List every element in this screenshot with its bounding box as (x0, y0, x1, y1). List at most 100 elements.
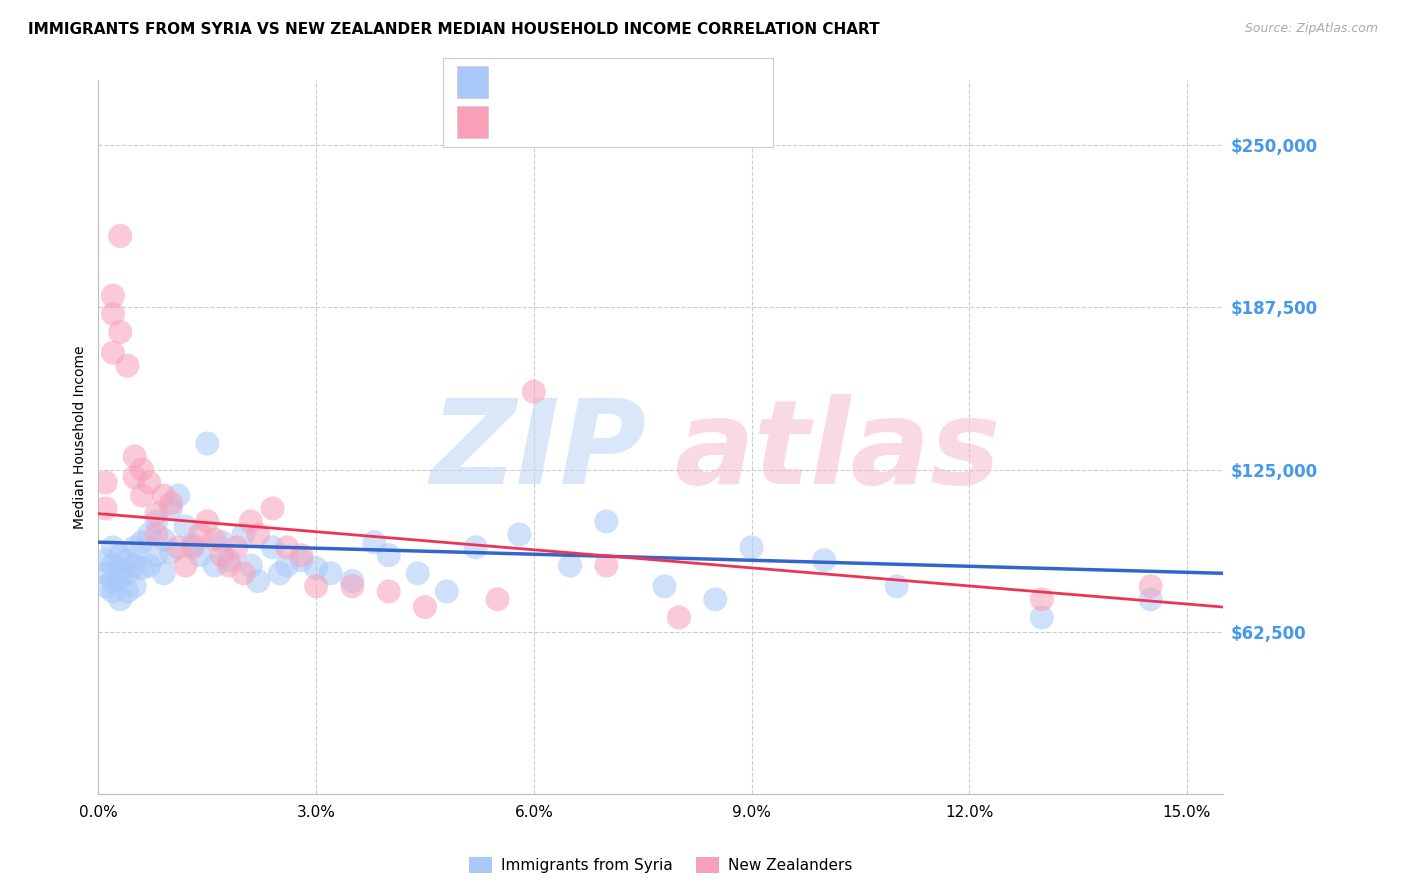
Point (124, 558, 146, 573)
Point (276, 558, 298, 573)
Point (124, 470, 146, 484)
Point (138, 558, 160, 573)
Point (595, 558, 617, 573)
Point (218, 558, 240, 573)
Point (101, 574, 124, 588)
Point (131, 462, 153, 476)
Point (188, 527, 211, 541)
Text: 42: 42 (685, 115, 706, 129)
Point (558, 558, 581, 573)
Point (145, 507, 167, 521)
Point (124, 450, 146, 464)
Point (204, 533, 226, 547)
Point (1031, 610, 1053, 624)
Point (247, 574, 270, 588)
Point (211, 535, 233, 549)
Point (174, 558, 197, 573)
Point (291, 553, 314, 567)
Point (654, 579, 676, 593)
Point (232, 527, 254, 541)
Point (363, 535, 385, 549)
Point (269, 566, 291, 581)
Point (262, 541, 284, 555)
Point (195, 436, 218, 450)
Text: N =: N = (636, 115, 679, 129)
Text: IMMIGRANTS FROM SYRIA VS NEW ZEALANDER MEDIAN HOUSEHOLD INCOME CORRELATION CHART: IMMIGRANTS FROM SYRIA VS NEW ZEALANDER M… (28, 22, 880, 37)
Point (94, 475, 117, 490)
Point (108, 561, 131, 575)
Point (211, 548, 233, 562)
Point (305, 561, 328, 575)
Point (247, 527, 270, 541)
Point (188, 548, 211, 562)
Text: Source: ZipAtlas.com: Source: ZipAtlas.com (1244, 22, 1378, 36)
Point (94, 501, 117, 516)
Point (406, 566, 429, 581)
Point (342, 579, 364, 593)
Point (741, 541, 763, 555)
Point (117, 359, 139, 373)
Text: -0.093: -0.093 (548, 75, 603, 89)
Point (152, 488, 174, 502)
Point (138, 475, 160, 490)
Point (101, 288, 124, 302)
Point (94, 553, 117, 567)
Point (117, 584, 139, 599)
Point (218, 553, 240, 567)
Point (101, 345, 124, 359)
Point (1031, 592, 1053, 607)
Point (668, 610, 690, 624)
Point (124, 579, 146, 593)
Point (225, 541, 247, 555)
Point (204, 558, 226, 573)
Point (508, 527, 530, 541)
Point (131, 535, 153, 549)
Point (239, 515, 262, 529)
Text: R =: R = (502, 115, 536, 129)
Point (131, 488, 153, 502)
Text: 59: 59 (685, 75, 706, 89)
Point (124, 541, 146, 555)
Point (276, 541, 298, 555)
Text: R =: R = (502, 75, 536, 89)
Point (342, 574, 364, 588)
Point (108, 572, 131, 586)
Point (101, 558, 124, 573)
Point (101, 541, 124, 555)
Point (319, 566, 342, 581)
Point (160, 496, 183, 510)
Point (108, 548, 131, 562)
Point (239, 558, 262, 573)
Point (195, 515, 218, 529)
Point (305, 579, 328, 593)
Point (131, 561, 153, 575)
Point (101, 584, 124, 599)
Point (167, 488, 190, 502)
Point (145, 515, 167, 529)
Point (886, 579, 908, 593)
Point (436, 584, 458, 599)
Point (523, 384, 546, 399)
Point (181, 538, 204, 552)
Point (108, 325, 131, 339)
Text: ZIP: ZIP (430, 394, 647, 508)
Y-axis label: Median Household Income: Median Household Income (73, 345, 87, 529)
Point (291, 548, 314, 562)
Point (160, 545, 183, 559)
Legend: Immigrants from Syria, New Zealanders: Immigrants from Syria, New Zealanders (463, 851, 859, 879)
Point (145, 548, 167, 562)
Point (377, 548, 399, 562)
Point (152, 533, 174, 547)
Point (486, 592, 509, 607)
Point (377, 584, 399, 599)
Point (704, 592, 727, 607)
Point (1139, 592, 1161, 607)
Point (117, 566, 139, 581)
Text: N =: N = (636, 75, 679, 89)
Point (152, 566, 174, 581)
Point (262, 501, 284, 516)
Point (138, 527, 160, 541)
Point (108, 592, 131, 607)
Point (145, 527, 167, 541)
Point (813, 553, 835, 567)
